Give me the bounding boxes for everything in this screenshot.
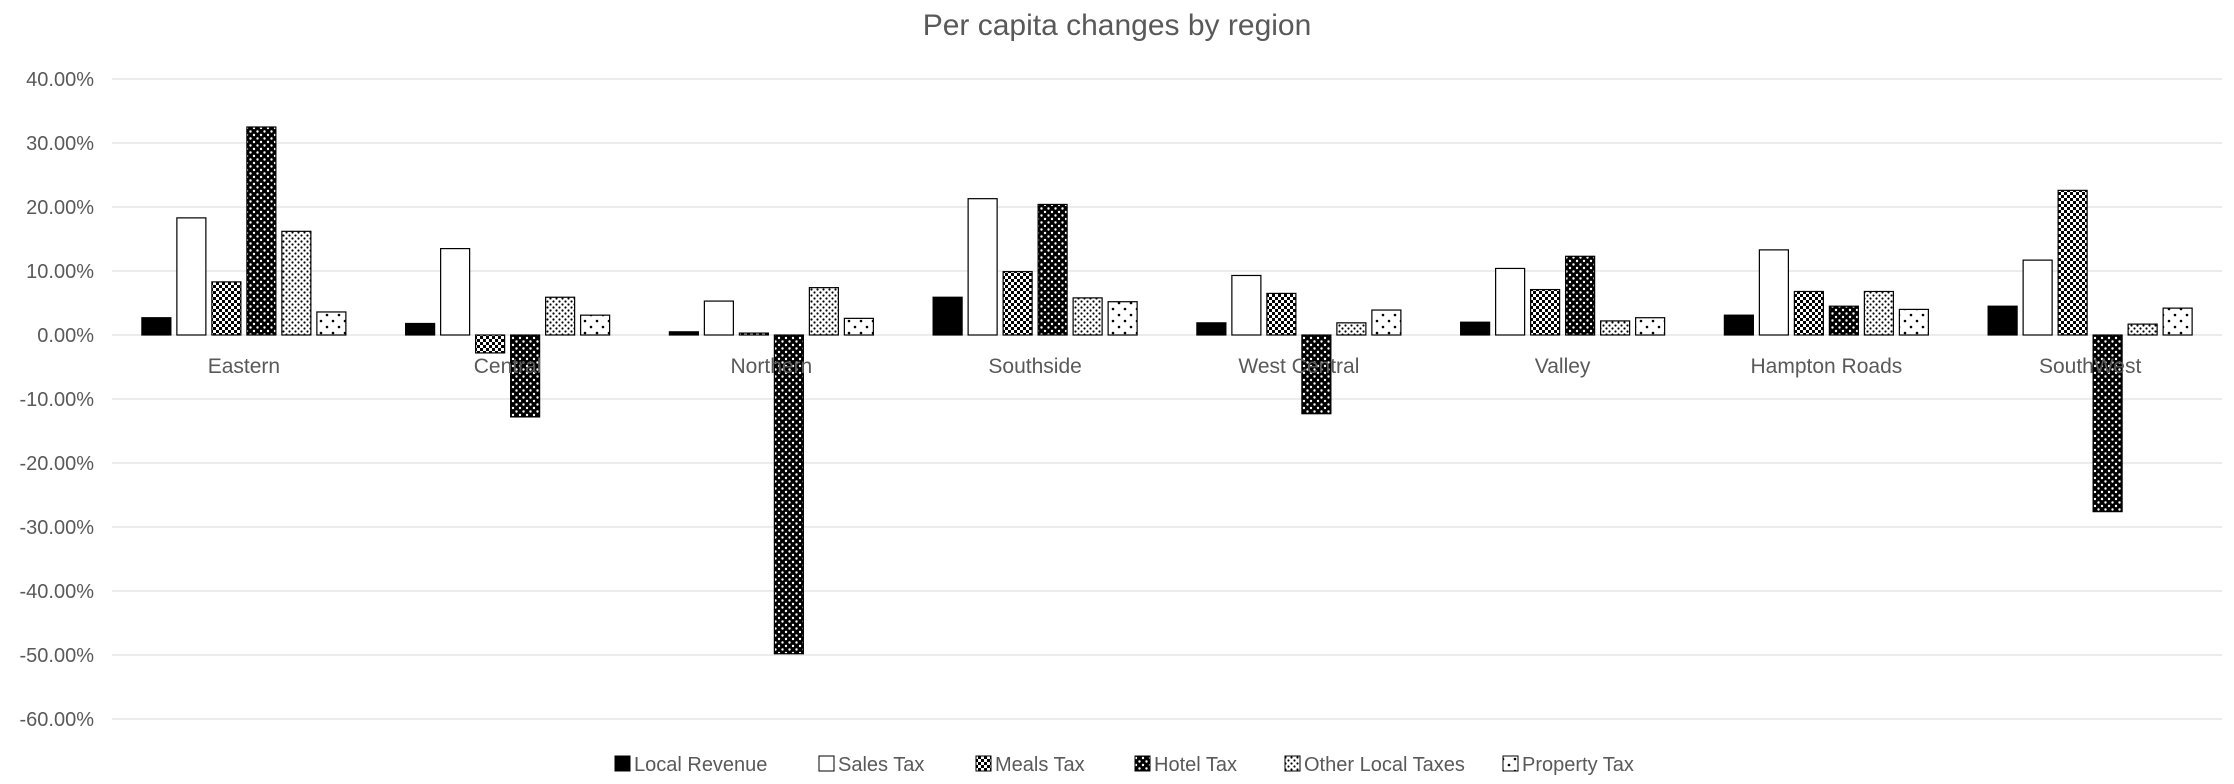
- bar-hotel-tax-southside: [1037, 203, 1068, 336]
- bar-hotel-tax-valley: [1565, 255, 1596, 336]
- legend-label: Hotel Tax: [1154, 754, 1237, 776]
- category-label: Southside: [988, 355, 1081, 378]
- y-tick-label: -60.00%: [20, 709, 95, 731]
- bar-meals-tax-valley: [1530, 288, 1561, 336]
- y-tick-label: 0.00%: [37, 325, 94, 347]
- bar-other-local-taxes-southside: [1072, 297, 1103, 336]
- bar-sales-tax-hampton-roads: [1758, 249, 1789, 336]
- bar-sales-tax-eastern: [176, 217, 207, 336]
- y-tick-label: -40.00%: [20, 581, 95, 603]
- legend-label: Other Local Taxes: [1304, 754, 1465, 776]
- bar-local-revenue-hampton-roads: [1723, 314, 1754, 336]
- bar-sales-tax-northern: [703, 300, 734, 336]
- bar-meals-tax-eastern: [211, 281, 242, 336]
- bar-local-revenue-valley: [1460, 321, 1491, 336]
- bar-hotel-tax-west-central: [1301, 334, 1332, 415]
- bar-other-local-taxes-northern: [808, 287, 839, 336]
- category-label: Northern: [731, 355, 813, 378]
- y-axis-tick-labels: 40.00% 30.00% 20.00% 10.00% 0.00% -10.00% -20.…: [20, 69, 95, 731]
- bar-meals-tax-hampton-roads: [1793, 290, 1824, 336]
- bar-property-tax-northern: [843, 317, 874, 336]
- legend-swatch: [818, 755, 835, 772]
- bar-property-tax-southwest: [2162, 307, 2193, 336]
- bar-local-revenue-southwest: [1987, 305, 2018, 336]
- bar-hotel-tax-hampton-roads: [1828, 305, 1859, 336]
- bar-property-tax-west-central: [1371, 309, 1402, 336]
- bar-other-local-taxes-hampton-roads: [1863, 290, 1894, 336]
- bar-meals-tax-central: [475, 334, 506, 354]
- legend-swatch: [975, 755, 992, 772]
- bar-sales-tax-valley: [1495, 267, 1526, 336]
- category-label: West Central: [1238, 355, 1359, 378]
- bar-local-revenue-eastern: [141, 317, 172, 336]
- y-tick-label: -30.00%: [20, 517, 95, 539]
- bar-sales-tax-southwest: [2022, 259, 2053, 336]
- legend-label: Local Revenue: [634, 754, 767, 776]
- bar-sales-tax-southside: [967, 198, 998, 336]
- bar-local-revenue-northern: [668, 331, 699, 336]
- bar-meals-tax-southwest: [2057, 189, 2088, 336]
- y-tick-label: 20.00%: [26, 197, 94, 219]
- bar-other-local-taxes-central: [545, 296, 576, 336]
- legend: Local Revenue Sales Tax Meals Tax Hotel Tax…: [614, 754, 1634, 776]
- y-tick-label: -10.00%: [20, 389, 95, 411]
- y-tick-label: -20.00%: [20, 453, 95, 475]
- bar-meals-tax-southside: [1002, 271, 1033, 336]
- bar-local-revenue-west-central: [1196, 322, 1227, 336]
- bar-sales-tax-central: [440, 248, 471, 336]
- bar-property-tax-hampton-roads: [1898, 308, 1929, 336]
- bar-property-tax-eastern: [316, 311, 347, 336]
- bar-other-local-taxes-west-central: [1336, 322, 1367, 336]
- category-label: Hampton Roads: [1751, 355, 1903, 378]
- y-tick-label: -50.00%: [20, 645, 95, 667]
- legend-swatch: [614, 755, 631, 772]
- category-label: Eastern: [208, 355, 280, 378]
- bar-other-local-taxes-southwest: [2127, 323, 2158, 336]
- bar-hotel-tax-northern: [773, 334, 804, 655]
- chart-title: Per capita changes by region: [923, 9, 1312, 42]
- bars: [141, 126, 2193, 655]
- bar-other-local-taxes-eastern: [281, 230, 312, 336]
- legend-swatch: [1134, 755, 1151, 772]
- bar-local-revenue-central: [405, 322, 436, 336]
- bar-other-local-taxes-valley: [1600, 320, 1631, 336]
- category-label: Valley: [1535, 355, 1591, 378]
- category-labels: Eastern Central Northern Southside West Cent…: [208, 355, 2142, 378]
- legend-label: Sales Tax: [838, 754, 924, 776]
- bar-property-tax-central: [580, 314, 611, 336]
- bar-meals-tax-west-central: [1266, 292, 1297, 336]
- gridlines: [112, 78, 2222, 720]
- legend-label: Meals Tax: [995, 754, 1085, 776]
- y-tick-label: 30.00%: [26, 133, 94, 155]
- bar-property-tax-valley: [1635, 317, 1666, 336]
- legend-swatch: [1284, 755, 1301, 772]
- y-tick-label: 10.00%: [26, 261, 94, 283]
- bar-hotel-tax-eastern: [246, 126, 277, 336]
- category-label: SouthWest: [2039, 355, 2141, 378]
- bar-local-revenue-southside: [932, 296, 963, 336]
- bar-meals-tax-northern: [738, 332, 769, 336]
- category-label: Central: [474, 355, 542, 378]
- bar-sales-tax-west-central: [1231, 274, 1262, 336]
- legend-swatch: [1502, 755, 1519, 772]
- legend-label: Property Tax: [1522, 754, 1634, 776]
- y-tick-label: 40.00%: [26, 69, 94, 91]
- bar-property-tax-southside: [1107, 301, 1138, 336]
- bar-hotel-tax-central: [510, 334, 541, 418]
- bar-hotel-tax-southwest: [2092, 334, 2123, 513]
